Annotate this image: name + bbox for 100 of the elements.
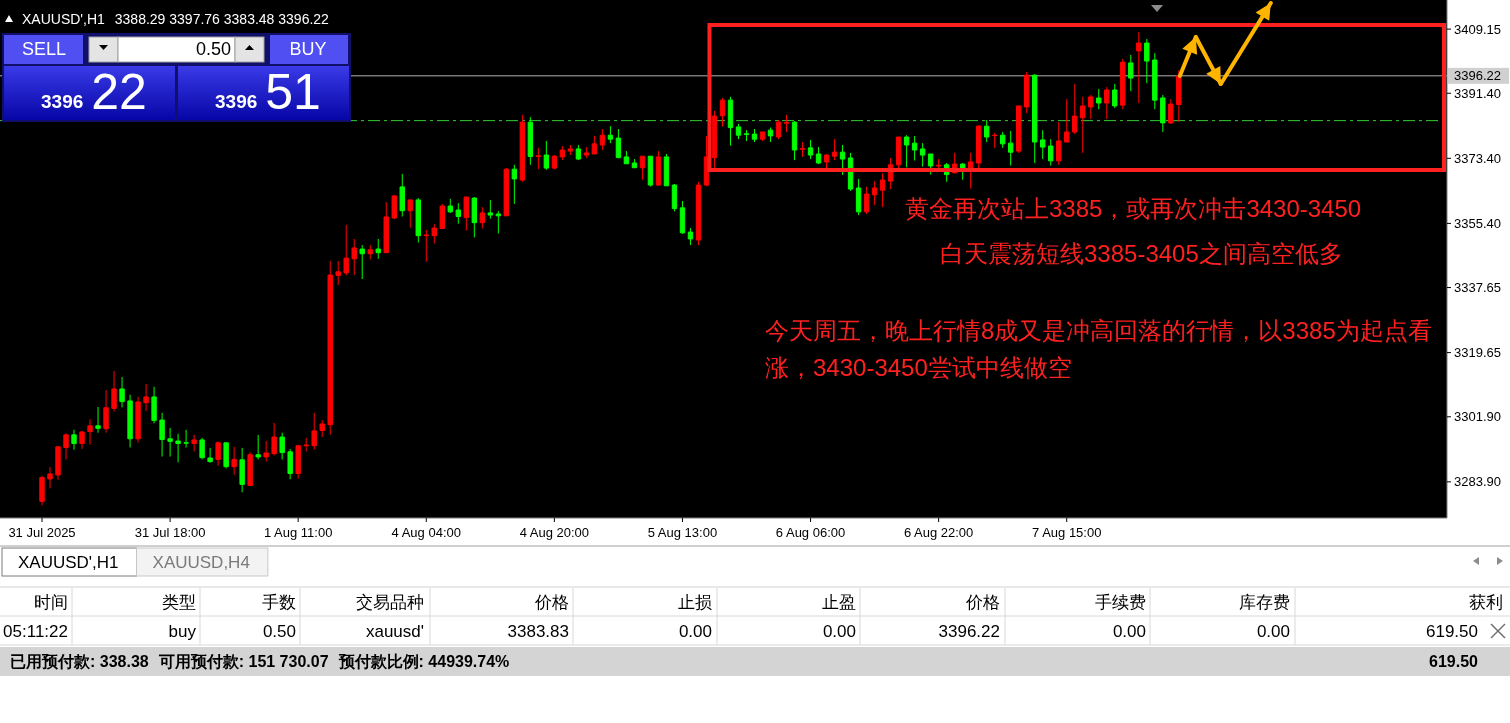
y-tick-label: 3337.65 [1454, 280, 1501, 296]
candlestick [1128, 54, 1134, 92]
y-tick-label: 3373.40 [1454, 150, 1501, 166]
candlestick [1040, 129, 1046, 160]
candlestick [1120, 58, 1126, 110]
candlestick [119, 376, 125, 408]
candlestick [767, 127, 774, 143]
candlestick [343, 224, 349, 276]
candlestick [231, 446, 237, 476]
candlestick [1088, 94, 1094, 120]
candlestick [215, 441, 221, 467]
candlestick [327, 260, 333, 436]
text: buy [168, 621, 197, 641]
x-tick-label: 7 Aug 15:00 [1032, 524, 1102, 540]
candlestick [711, 110, 718, 169]
text: 0.50 [262, 621, 296, 641]
candlestick [967, 152, 974, 190]
text: 619.50 [1429, 652, 1479, 670]
candlestick [199, 437, 205, 460]
candlestick [303, 437, 309, 452]
candlestick [447, 198, 453, 214]
candlestick [799, 141, 806, 158]
candlestick [607, 125, 614, 144]
candlestick [983, 119, 990, 143]
candlestick [591, 135, 598, 155]
y-tick-label: 3391.40 [1454, 85, 1501, 101]
candlestick [1048, 138, 1054, 167]
y-tick-label: 3301.90 [1454, 409, 1501, 425]
candlestick [527, 116, 534, 166]
candlestick [151, 386, 157, 424]
text: 交易品种 [356, 592, 424, 612]
candlestick [919, 142, 926, 168]
text: 预付款比例: 44939.74% [337, 652, 510, 670]
candlestick [759, 131, 766, 142]
candlestick [743, 129, 750, 142]
annotation: 白天震荡短线3385-3405之间高空低多 [940, 239, 1343, 267]
candlestick [559, 145, 566, 161]
candlestick [735, 123, 742, 140]
candlestick [631, 158, 638, 169]
text: 止损 [678, 592, 712, 612]
annotation: 3396 [215, 91, 258, 112]
candlestick [1080, 96, 1086, 154]
candlestick [719, 97, 726, 128]
candlestick [383, 201, 389, 254]
candlestick [111, 370, 117, 412]
text: 手数 [262, 592, 296, 612]
candlestick [159, 412, 165, 458]
candlestick [359, 244, 365, 280]
text: 0.00 [822, 621, 856, 641]
annotation: 22 [91, 64, 147, 120]
text: 0.00 [1112, 621, 1146, 641]
candlestick [1015, 105, 1022, 154]
candlestick [583, 146, 590, 159]
text: 可用预付款: 151 730.07 [157, 652, 329, 670]
candlestick [135, 396, 141, 443]
candlestick [783, 114, 790, 133]
text: 止盈 [822, 592, 856, 612]
candlestick [439, 203, 445, 229]
candlestick [1064, 98, 1070, 143]
text: 库存费 [1239, 592, 1290, 612]
candlestick [695, 181, 702, 246]
candlestick [655, 150, 662, 187]
candlestick [239, 447, 245, 493]
candlestick [95, 406, 101, 434]
candlestick [551, 154, 558, 170]
candlestick [319, 419, 325, 438]
annotation: SELL [21, 39, 67, 59]
candlestick [879, 172, 886, 208]
text: 价格 [534, 592, 569, 612]
candlestick [895, 136, 902, 171]
x-tick-label: 6 Aug 22:00 [903, 524, 974, 540]
candlestick [367, 244, 373, 261]
candlestick [487, 199, 494, 220]
x-tick-label: 4 Aug 20:00 [519, 524, 590, 540]
candlestick [623, 150, 630, 165]
candlestick [959, 162, 966, 181]
candlestick [639, 155, 646, 181]
text: 619.50 [1426, 621, 1478, 641]
candlestick [479, 206, 486, 229]
candlestick [375, 238, 381, 260]
candlestick [39, 475, 45, 506]
candlestick [727, 96, 734, 147]
annotation: BUY [289, 39, 327, 59]
x-tick-label: 5 Aug 13:00 [647, 524, 718, 540]
candlestick [519, 114, 526, 183]
candlestick [455, 202, 461, 225]
candlestick [399, 173, 405, 218]
candlestick [815, 146, 822, 165]
candlestick [807, 139, 814, 160]
text: 0.00 [678, 621, 712, 641]
candlestick [55, 446, 61, 481]
candlestick [999, 131, 1006, 149]
candlestick [295, 444, 301, 480]
text: XAUUSD',H1 [22, 11, 106, 27]
text: 已用预付款: 338.38 [10, 652, 149, 670]
candlestick [839, 144, 846, 176]
candlestick [279, 432, 285, 460]
candlestick [863, 186, 870, 215]
candlestick [1032, 73, 1038, 164]
candlestick [1112, 83, 1118, 109]
